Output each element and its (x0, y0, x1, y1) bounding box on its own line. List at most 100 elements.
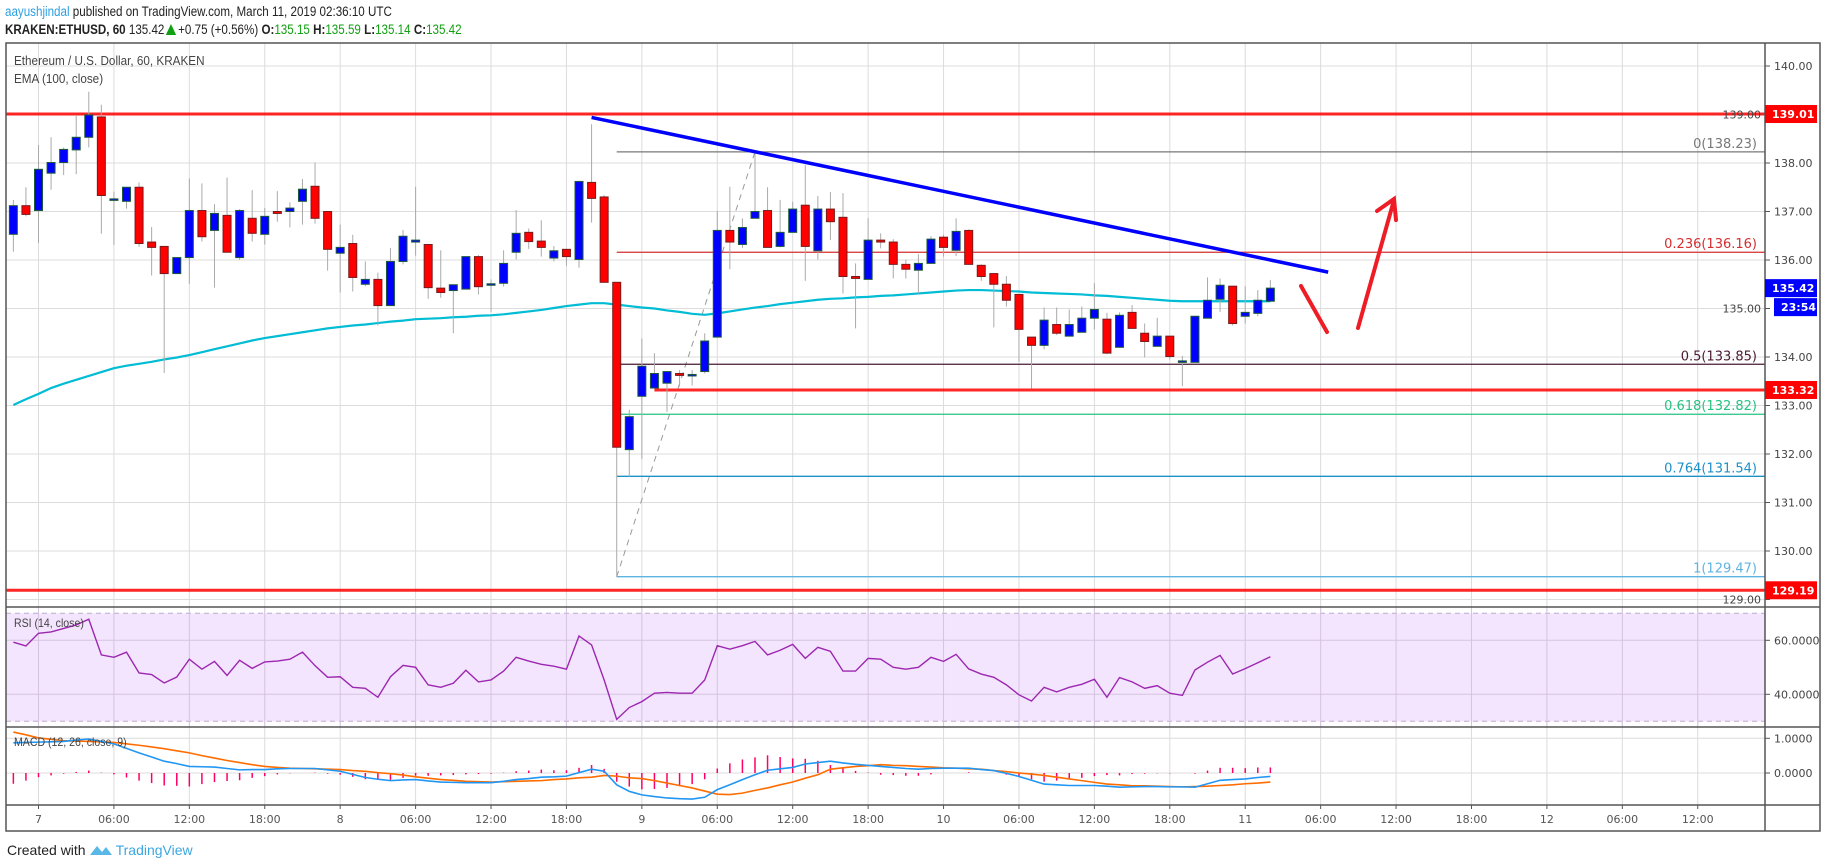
candle-up (926, 238, 936, 264)
level-price-label: 129.19 (1772, 584, 1814, 597)
candle-up (46, 162, 56, 174)
high-value: 135.59 (325, 22, 361, 37)
candle-down (21, 205, 31, 215)
horizontal-levels[interactable] (6, 112, 1765, 592)
tradingview-link[interactable]: TradingView (115, 842, 193, 858)
price-tick-label: 131.00 (1774, 497, 1813, 510)
time-tick-label: 12:00 (1682, 813, 1714, 826)
candle-down (536, 240, 546, 248)
price-tick-label: 133.00 (1774, 400, 1813, 413)
bar-countdown-label-box (1774, 298, 1817, 317)
ema-line (12, 288, 1271, 407)
candle-down (1001, 283, 1011, 301)
candle-up (109, 198, 119, 201)
candle-down (1052, 324, 1062, 334)
candle-up (297, 188, 307, 202)
macd-tick-label: 1.0000 (1774, 732, 1813, 745)
candle-up (700, 340, 710, 373)
candle-up (448, 284, 458, 292)
level-price-label: 133.32 (1772, 384, 1814, 397)
rsi-tick-label: 40.0000 (1774, 688, 1820, 701)
time-tick-label: 18:00 (1154, 813, 1186, 826)
ema-legend[interactable]: EMA (100, close) (14, 71, 104, 86)
candle-up (1177, 360, 1187, 363)
candle-down (473, 256, 483, 288)
candle-up (574, 180, 584, 261)
candle-up (411, 239, 421, 243)
price-tick-label: 132.00 (1774, 448, 1813, 461)
down-arrow-stroke[interactable] (1299, 284, 1329, 334)
time-tick-label: 9 (638, 813, 645, 826)
rsi-legend[interactable]: RSI (14, close) (14, 616, 84, 630)
rsi-line (13, 618, 1271, 721)
candle-down (612, 281, 622, 448)
candle-up (8, 205, 18, 235)
low-label: L: (364, 22, 376, 37)
candle-down (323, 211, 333, 250)
candle-down (96, 116, 106, 196)
fib-level-label: 0.236(136.16) (1664, 237, 1757, 252)
level-price-label-box (1765, 105, 1817, 124)
candle-down (561, 248, 571, 258)
up-triangle-icon (166, 24, 177, 35)
candle-up (913, 262, 923, 271)
candle-up (737, 227, 747, 245)
candle-up (1203, 299, 1213, 319)
author-link[interactable]: aayushjindal (5, 4, 70, 19)
candle-down (373, 278, 383, 307)
candle-up (662, 371, 672, 384)
price-tick-label: 137.00 (1774, 206, 1813, 219)
candle-up (1265, 287, 1275, 302)
candle-down (1165, 335, 1175, 358)
candle-down (1228, 285, 1238, 325)
candle-down (725, 229, 735, 243)
fib-retracement[interactable]: 0(138.23) 0.236(136.16) 0.5(133.85) 0.618(1… (616, 137, 1765, 578)
candle-down (1127, 311, 1137, 329)
candle-down (800, 204, 810, 247)
price-tick-label: 136.00 (1774, 254, 1813, 267)
fib-level-label: 0.618(132.82) (1664, 399, 1757, 414)
candle-up (1089, 308, 1099, 319)
candle-up (1152, 335, 1162, 347)
trendline[interactable] (591, 115, 1329, 274)
candle-up (712, 229, 722, 338)
candle-up (863, 239, 873, 280)
candle-up (1215, 284, 1225, 300)
price-tick-label: 139.00 (1723, 109, 1762, 122)
candle-up (1064, 324, 1074, 337)
macd-polyline (13, 738, 1271, 800)
macd-legend[interactable]: MACD (12, 26, close, 9) (14, 735, 127, 749)
candle-down (964, 229, 974, 265)
fib-level-label: 0.764(131.54) (1664, 461, 1757, 476)
time-tick-label: 18:00 (852, 813, 884, 826)
close-label: C: (413, 22, 427, 37)
low-value: 135.14 (375, 22, 411, 37)
candle-up (649, 372, 659, 389)
ema-polyline (12, 288, 1271, 407)
price-change: +0.75 (+0.56%) (178, 22, 259, 37)
candle-down (159, 245, 169, 275)
annotation-arrows[interactable] (1299, 195, 1398, 334)
candle-up (788, 208, 798, 233)
candle-up (1039, 319, 1049, 346)
high-label: H: (313, 22, 326, 37)
candle-down (436, 287, 446, 293)
candle-up (71, 136, 81, 151)
level-price-label-box (1765, 380, 1817, 399)
footer: Created with TradingView (7, 842, 193, 858)
candle-up (549, 250, 559, 259)
candle-down (310, 185, 320, 219)
candle-up (34, 168, 43, 212)
candle-up (59, 148, 69, 164)
time-tick-label: 06:00 (400, 813, 432, 826)
fib-level-label: 0(138.23) (1693, 137, 1757, 152)
price-tick-label: 138.00 (1774, 157, 1813, 170)
chart-legend-title[interactable]: Ethereum / U.S. Dollar, 60, KRAKEN (14, 53, 205, 68)
candle-down (876, 239, 886, 243)
symbol-info: KRAKEN:ETHUSD, 60 135.42 +0.75 (+0.56%) O… (5, 22, 462, 37)
rsi-tick-label: 60.0000 (1774, 634, 1820, 647)
candle-up (624, 416, 634, 451)
up-arrow-icon[interactable] (1356, 195, 1398, 330)
axes[interactable]: 140.00 139.00 138.00 137.00 136.00 135.00 134.… (35, 60, 1820, 826)
